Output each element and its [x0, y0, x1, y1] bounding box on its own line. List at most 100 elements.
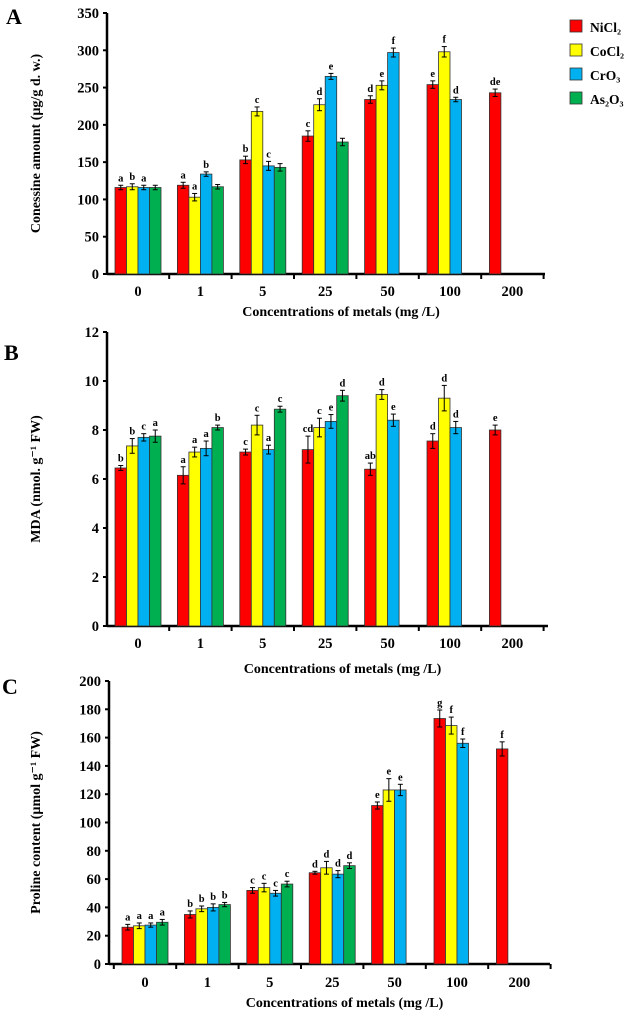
x-tick-label: 200 — [502, 284, 524, 300]
significance-letter: c — [285, 869, 290, 880]
bar-aso — [156, 921, 169, 965]
significance-letter: e — [329, 61, 334, 72]
significance-letter: e — [493, 413, 498, 424]
legend-label: CrO₃ — [590, 68, 620, 83]
bar-cro — [324, 421, 338, 627]
significance-letter: b — [210, 892, 216, 903]
bar-cro — [199, 447, 213, 627]
bar-aso — [280, 883, 294, 965]
bar-aso — [336, 141, 349, 275]
bar-aso — [343, 865, 356, 965]
significance-letter: d — [312, 859, 318, 870]
bar-nicl — [176, 474, 190, 627]
bar-nicl — [364, 468, 377, 627]
bar-nicl — [114, 467, 127, 627]
significance-letter: f — [392, 36, 396, 47]
y-tick-label: 300 — [77, 43, 99, 59]
significance-letter: a — [266, 433, 272, 444]
bar-cro — [387, 52, 400, 275]
y-tick-label: 100 — [79, 816, 101, 832]
significance-letter: d — [335, 859, 341, 870]
significance-letter: b — [129, 172, 135, 183]
significance-letter: de — [490, 77, 501, 88]
x-tick-label: 0 — [134, 636, 141, 652]
x-tick-label: 1 — [197, 284, 204, 300]
bar-cro — [262, 449, 275, 627]
significance-letter: d — [347, 851, 353, 862]
legend-label: NiCl₂ — [590, 20, 621, 35]
significance-letter: d — [430, 422, 436, 433]
bar-aso — [273, 408, 287, 627]
x-tick-label: 5 — [259, 284, 266, 300]
significance-letter: b — [243, 144, 249, 155]
bar-cocl — [126, 186, 139, 275]
significance-letter: c — [273, 878, 278, 889]
x-tick-label: 200 — [502, 636, 524, 652]
significance-letter: b — [129, 427, 135, 438]
significance-letter: d — [324, 849, 330, 860]
significance-letter: a — [192, 435, 198, 446]
bar-cro — [144, 924, 157, 965]
y-tick-label: 12 — [85, 325, 100, 341]
significance-letter: c — [262, 871, 267, 882]
x-tick-label: 5 — [266, 975, 273, 991]
bar-aso — [149, 435, 162, 627]
significance-letter: a — [181, 170, 187, 181]
bar-cocl — [313, 427, 326, 627]
x-tick-label: 50 — [387, 975, 402, 991]
significance-letter: e — [387, 767, 392, 778]
significance-letter: d — [367, 84, 373, 95]
significance-letter: a — [141, 173, 147, 184]
y-tick-label: 50 — [85, 230, 100, 246]
bar-cro — [262, 165, 275, 275]
x-axis-title: Concentrations of metals (mg /L) — [246, 996, 444, 1011]
bar-nicl — [239, 451, 252, 627]
bar-nicl — [301, 449, 315, 627]
x-tick-label: 25 — [325, 975, 340, 991]
bar-cro — [394, 789, 407, 965]
bar-nicl — [183, 914, 197, 965]
y-tick-label: 40 — [87, 900, 102, 916]
y-tick-label: 80 — [87, 844, 102, 860]
bar-aso — [218, 904, 231, 965]
x-axis-title: Concentrations of metals (mg /L) — [244, 662, 442, 677]
significance-letter: a — [204, 429, 210, 440]
y-tick-label: 4 — [92, 521, 99, 537]
significance-letter: cd — [303, 424, 314, 435]
significance-letter: b — [222, 890, 228, 901]
bar-cro — [449, 99, 462, 275]
bar-nicl — [488, 92, 502, 275]
significance-letter: a — [160, 907, 166, 918]
bar-aso — [149, 187, 162, 275]
significance-letter: e — [375, 790, 380, 801]
bar-cocl — [438, 51, 451, 275]
significance-letter: e — [380, 69, 385, 80]
y-axis-title: MDA (nmol. g⁻¹ FW) — [29, 415, 44, 543]
bar-nicl — [426, 84, 439, 275]
bar-nicl — [246, 890, 259, 965]
x-tick-label: 25 — [318, 636, 333, 652]
y-tick-label: 250 — [77, 81, 99, 97]
bar-cocl — [188, 451, 201, 627]
significance-letter: c — [266, 149, 271, 160]
bar-cocl — [438, 397, 451, 627]
significance-letter: c — [243, 437, 248, 448]
bar-nicl — [176, 184, 190, 275]
bar-cocl — [250, 111, 264, 275]
significance-letter: d — [379, 378, 385, 389]
x-tick-label: 100 — [446, 975, 468, 991]
significance-letter: a — [148, 911, 154, 922]
significance-letter: b — [199, 894, 205, 905]
significance-letter: c — [250, 876, 255, 887]
bar-nicl — [488, 429, 502, 627]
y-axis-title: Conessine amount (µg/g d. w.) — [29, 54, 44, 234]
significance-letter: g — [437, 698, 443, 709]
bar-nicl — [239, 159, 252, 275]
bar-nicl — [495, 748, 509, 965]
y-tick-label: 0 — [92, 267, 99, 283]
y-tick-label: 120 — [79, 787, 101, 803]
y-tick-label: 160 — [79, 731, 101, 747]
bar-cro — [137, 436, 150, 627]
significance-letter: e — [398, 772, 403, 783]
